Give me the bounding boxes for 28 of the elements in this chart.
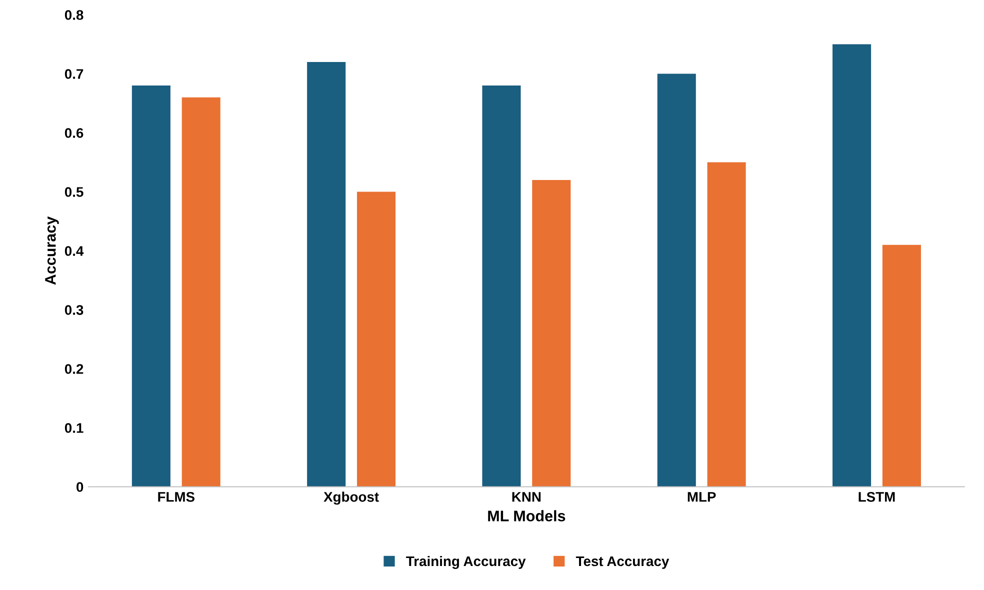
x-tick-label: FLMS xyxy=(158,492,194,502)
bar xyxy=(882,244,921,487)
x-tick-label: LSTM xyxy=(858,492,895,502)
legend-label: Training Accuracy xyxy=(406,556,526,569)
bar xyxy=(307,62,346,487)
y-axis-title: Accuracy xyxy=(45,216,59,285)
y-tick-label: 0.2 xyxy=(64,364,84,374)
x-tick-label: Xgboost xyxy=(324,492,379,505)
y-tick-label: 0.4 xyxy=(64,246,84,256)
x-tick-label: MLP xyxy=(688,492,716,502)
bar xyxy=(482,86,521,487)
y-tick-label: 0.6 xyxy=(64,128,84,138)
y-tick-label: 0.7 xyxy=(64,69,84,79)
x-axis-title: ML Models xyxy=(488,510,566,522)
bar xyxy=(132,86,170,487)
y-tick-label: 0.1 xyxy=(64,423,84,433)
bar xyxy=(832,44,872,487)
y-tick-label: 0 xyxy=(76,482,84,492)
x-tick-label: KNN xyxy=(512,492,541,502)
bar xyxy=(532,180,571,487)
bar xyxy=(182,97,220,487)
legend-label: Test Accuracy xyxy=(576,556,670,569)
bar xyxy=(356,192,396,487)
y-tick-label: 0.5 xyxy=(64,187,84,197)
bar xyxy=(657,74,696,487)
y-tick-label: 0.8 xyxy=(64,10,84,20)
y-tick-label: 0.3 xyxy=(64,305,84,315)
bar xyxy=(707,162,746,487)
